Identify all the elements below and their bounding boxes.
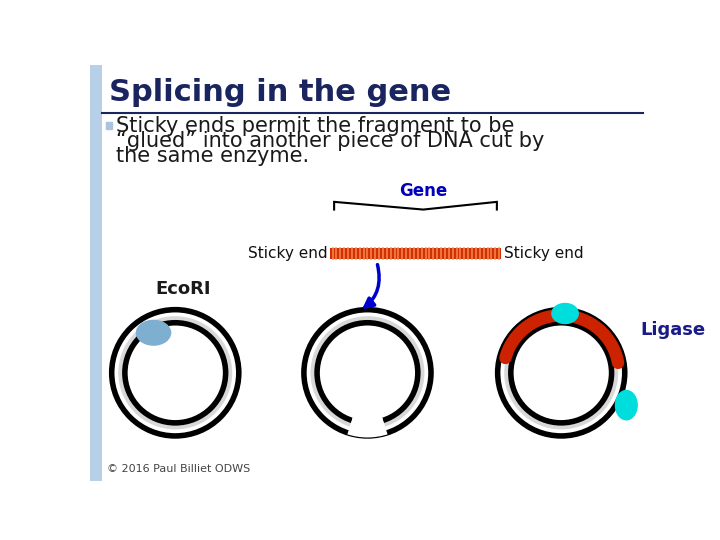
Text: Ligase: Ligase — [640, 321, 706, 340]
Text: Sticky end: Sticky end — [248, 246, 327, 261]
Text: Splicing in the gene: Splicing in the gene — [109, 78, 451, 107]
FancyArrowPatch shape — [365, 265, 379, 307]
Bar — [106, 122, 112, 129]
Wedge shape — [352, 373, 383, 422]
Text: Sticky end: Sticky end — [504, 246, 583, 261]
Text: the same enzyme.: the same enzyme. — [117, 146, 310, 166]
Ellipse shape — [616, 390, 637, 420]
Wedge shape — [347, 373, 387, 437]
Text: Gene: Gene — [399, 181, 447, 200]
Circle shape — [310, 316, 424, 429]
Text: “glued” into another piece of DNA cut by: “glued” into another piece of DNA cut by — [117, 131, 545, 151]
Text: Sticky ends permit the fragment to be: Sticky ends permit the fragment to be — [117, 116, 515, 136]
Circle shape — [118, 316, 233, 429]
Text: © 2016 Paul Billiet ODWS: © 2016 Paul Billiet ODWS — [107, 464, 251, 475]
Ellipse shape — [137, 320, 171, 345]
Bar — [90, 65, 102, 481]
Wedge shape — [349, 373, 385, 431]
Text: EcoRI: EcoRI — [156, 280, 211, 298]
Ellipse shape — [552, 303, 578, 323]
Circle shape — [510, 323, 611, 423]
Circle shape — [125, 323, 225, 423]
Circle shape — [504, 316, 618, 429]
Circle shape — [317, 323, 418, 423]
Bar — [330, 248, 500, 259]
